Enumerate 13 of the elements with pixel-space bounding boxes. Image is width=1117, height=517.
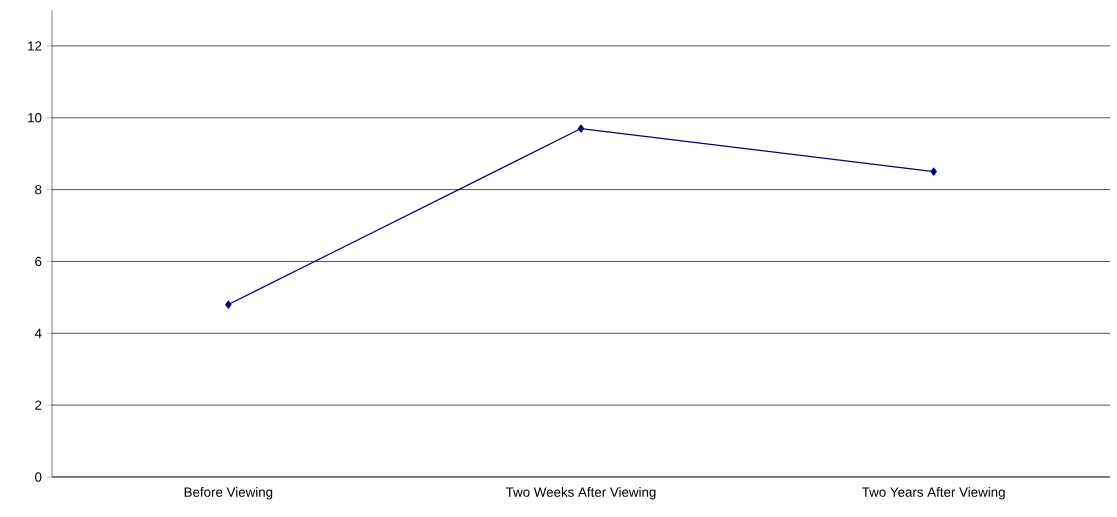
y-tick-label: 4 [34,328,42,338]
point [225,300,232,309]
point [930,167,937,176]
y-tick-label: 12 [28,41,42,51]
y-tick-label: 6 [35,256,42,267]
x-tick-label: Before Viewing [184,487,273,500]
y-tick-label: 2 [35,400,42,410]
point [577,124,585,133]
y-tick-label: 8 [35,184,42,195]
x-tick-label: Two Years After Viewing [862,487,1005,500]
x-tick-label: Two Weeks After Viewing [505,487,656,500]
y-tick-label: 10 [28,113,42,123]
y-tick-label: 0 [35,472,42,482]
